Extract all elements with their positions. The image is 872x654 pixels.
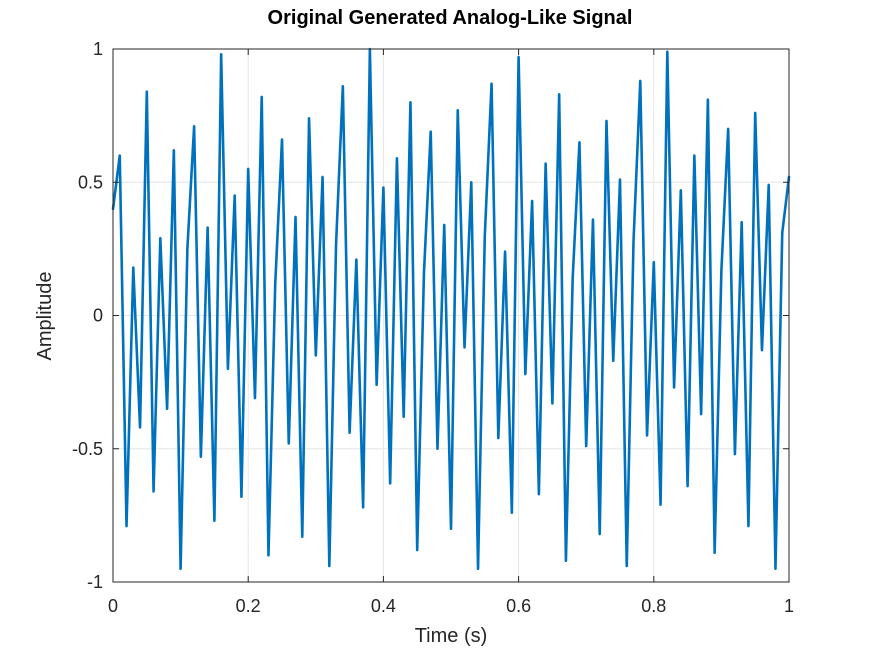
y-tick-label: 0.5 [78,172,103,192]
axes-box [112,48,790,583]
x-tick-label: 1 [784,596,794,616]
signal-series-line [111,47,791,570]
y-tick-label: -0.5 [72,439,103,459]
x-tick-label: 0.6 [506,596,531,616]
y-tick-label: 1 [93,39,103,59]
x-tick-label: 0 [108,596,118,616]
x-tick-label: 0.4 [371,596,396,616]
chart-title: Original Generated Analog-Like Signal [268,7,633,29]
x-axis-label: Time (s) [415,625,488,647]
x-tick-label: 0.2 [236,596,261,616]
y-tick-label: 0 [93,306,103,326]
plot-area [111,47,791,570]
y-tick-label: -1 [87,572,103,592]
y-axis-label: Amplitude [34,272,56,361]
x-tick-label: 0.8 [641,596,666,616]
